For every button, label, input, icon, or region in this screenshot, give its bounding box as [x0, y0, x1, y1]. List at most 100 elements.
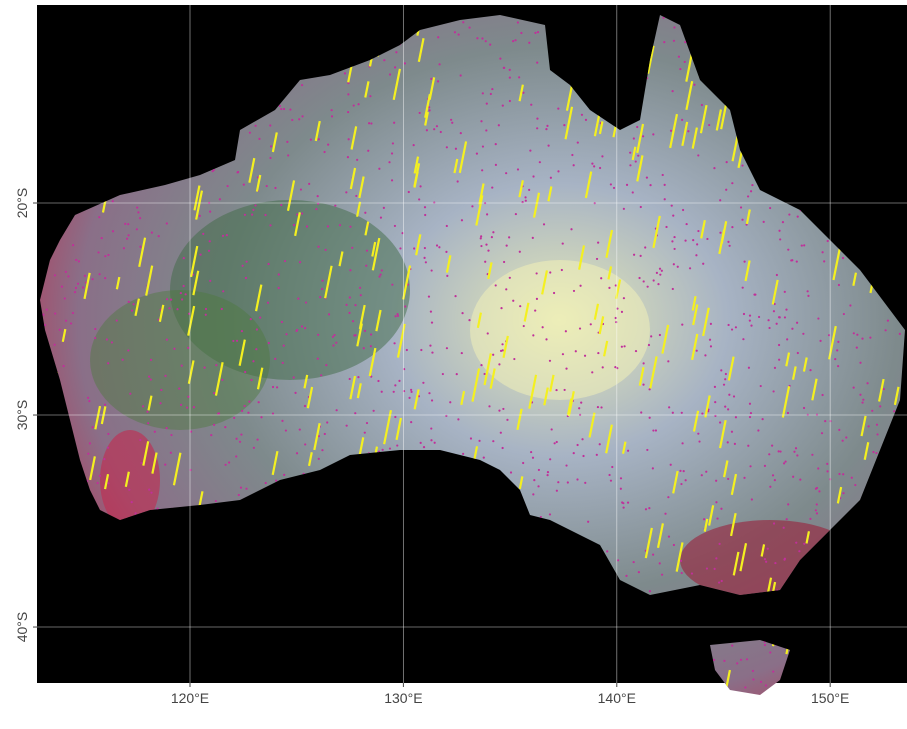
sample-dot [762, 220, 765, 223]
sample-dot [714, 401, 717, 404]
sample-dot [405, 348, 408, 352]
sample-dot [786, 411, 790, 415]
sample-dot [140, 461, 143, 465]
sample-dot [713, 166, 716, 170]
flight-track [445, 255, 452, 273]
sample-dot [560, 268, 563, 272]
sample-dot [232, 339, 235, 343]
sample-dot [664, 512, 667, 515]
sample-dot [652, 279, 655, 282]
sample-dot [214, 499, 217, 503]
sample-dot [651, 467, 654, 470]
sample-dot [128, 488, 131, 491]
flight-track [324, 265, 333, 299]
sample-dot [156, 683, 159, 687]
sample-dot [427, 295, 431, 298]
sample-dot [549, 458, 552, 461]
sample-dot [309, 138, 312, 141]
sample-dot [220, 307, 223, 311]
flight-track [349, 167, 357, 190]
sample-dot [667, 535, 671, 538]
sample-dot [390, 179, 394, 182]
sample-dot [485, 129, 488, 132]
flight-track [424, 94, 431, 118]
sample-dot [486, 213, 489, 216]
sample-dot [739, 658, 743, 661]
flight-track [852, 272, 858, 286]
sample-dot [331, 335, 335, 338]
sample-dot [820, 432, 824, 435]
sample-dot [300, 325, 304, 328]
flight-track [487, 262, 493, 280]
sample-dot [157, 235, 160, 238]
sample-dot [708, 123, 711, 127]
flight-track [732, 551, 740, 576]
sample-dot [363, 329, 367, 333]
flight-track [489, 368, 496, 389]
sample-dot [708, 338, 712, 341]
sample-dot [146, 410, 149, 413]
sample-dot [530, 450, 533, 454]
sample-dot [751, 669, 755, 673]
sample-dot [545, 128, 548, 131]
sample-dot [566, 481, 569, 484]
sample-dot [849, 304, 852, 307]
sample-dot [124, 222, 127, 225]
sample-dot [724, 372, 727, 376]
sample-dot [718, 542, 721, 545]
sample-dot [598, 443, 601, 446]
sample-dot [557, 481, 560, 484]
sample-dot [107, 482, 110, 485]
sample-dot [433, 128, 436, 131]
sample-dot [335, 341, 338, 344]
flight-track [598, 316, 605, 335]
sample-dot [261, 687, 264, 690]
sample-dot [501, 446, 504, 450]
sample-dot [679, 67, 682, 71]
flight-track [471, 368, 481, 402]
sample-dot [741, 218, 744, 221]
sample-dot [746, 195, 750, 198]
sample-dot [182, 284, 185, 288]
flight-track [475, 195, 484, 226]
sample-dot [346, 156, 350, 159]
sample-dot [826, 239, 829, 243]
flight-track [702, 307, 710, 337]
sample-dot [644, 246, 647, 249]
sample-dot [672, 214, 675, 217]
sample-dot [240, 409, 244, 413]
flight-track [306, 386, 314, 409]
sample-dot [396, 314, 400, 318]
flight-track [248, 157, 256, 183]
sample-dot [505, 244, 508, 247]
sample-dot [182, 257, 185, 260]
sample-dot [882, 387, 885, 391]
sample-dot [660, 269, 663, 272]
sample-dot [104, 255, 107, 258]
flight-track [294, 212, 301, 237]
sample-dot [821, 393, 824, 397]
sample-dot [546, 474, 549, 477]
sample-dot [614, 366, 617, 369]
sample-dot [64, 270, 67, 273]
sample-dot [581, 438, 584, 441]
flight-track [739, 543, 748, 572]
flight-track [356, 383, 362, 399]
sample-dot [327, 313, 331, 316]
flight-track [249, 688, 255, 695]
sample-dot [800, 244, 803, 247]
flight-track [685, 51, 694, 82]
sample-dot [445, 224, 448, 228]
sample-dot [176, 308, 179, 311]
sample-dot [770, 444, 774, 447]
sample-dot [225, 234, 228, 237]
sample-dot [320, 374, 323, 377]
sample-dot [358, 286, 362, 289]
sample-dot [537, 485, 540, 488]
sample-dot [482, 456, 485, 459]
sample-dot [672, 39, 676, 42]
sample-dot [763, 464, 767, 467]
sample-dot [702, 518, 706, 521]
sample-dot [697, 229, 700, 233]
sample-dot [777, 316, 781, 319]
